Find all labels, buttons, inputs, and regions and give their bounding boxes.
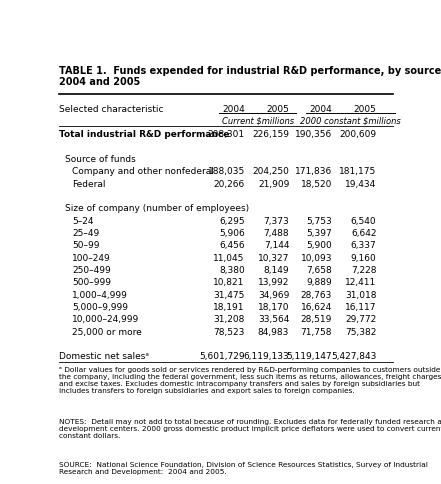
Text: 50–99: 50–99 (72, 241, 100, 250)
Text: 19,434: 19,434 (345, 179, 377, 188)
Text: 12,411: 12,411 (345, 278, 377, 287)
Text: 2004: 2004 (309, 105, 332, 114)
Text: 7,658: 7,658 (306, 265, 332, 274)
Text: 5–24: 5–24 (72, 216, 94, 225)
Text: 31,018: 31,018 (345, 290, 377, 299)
Text: 5,397: 5,397 (306, 228, 332, 238)
Text: 208,301: 208,301 (208, 130, 245, 139)
Text: 6,337: 6,337 (351, 241, 377, 250)
Text: 5,601,729: 5,601,729 (199, 351, 245, 361)
Text: 13,992: 13,992 (258, 278, 289, 287)
Text: 10,821: 10,821 (213, 278, 245, 287)
Text: 6,119,133: 6,119,133 (243, 351, 289, 361)
Text: 188,035: 188,035 (208, 167, 245, 176)
Text: 10,093: 10,093 (300, 253, 332, 262)
Text: 84,983: 84,983 (258, 327, 289, 336)
Text: 8,149: 8,149 (264, 265, 289, 274)
Text: 10,000–24,999: 10,000–24,999 (72, 315, 139, 324)
Text: 1,000–4,999: 1,000–4,999 (72, 290, 128, 299)
Text: 28,519: 28,519 (301, 315, 332, 324)
Text: 31,475: 31,475 (213, 290, 245, 299)
Text: 250–499: 250–499 (72, 265, 111, 274)
Text: 5,753: 5,753 (306, 216, 332, 225)
Text: 2000 constant $millions: 2000 constant $millions (300, 116, 401, 125)
Text: SOURCE:  National Science Foundation, Division of Science Resources Statistics, : SOURCE: National Science Foundation, Div… (59, 461, 427, 474)
Text: 6,456: 6,456 (219, 241, 245, 250)
Text: 5,906: 5,906 (219, 228, 245, 238)
Text: 11,045: 11,045 (213, 253, 245, 262)
Text: Source of funds: Source of funds (65, 155, 136, 164)
Text: 16,624: 16,624 (301, 302, 332, 311)
Text: 6,540: 6,540 (351, 216, 377, 225)
Text: Size of company (number of employees): Size of company (number of employees) (65, 204, 250, 213)
Text: 6,642: 6,642 (351, 228, 377, 238)
Text: 2004: 2004 (222, 105, 245, 114)
Text: 25,000 or more: 25,000 or more (72, 327, 142, 336)
Text: 9,160: 9,160 (351, 253, 377, 262)
Text: Total industrial R&D performance: Total industrial R&D performance (59, 130, 229, 139)
Text: 71,758: 71,758 (300, 327, 332, 336)
Text: 7,144: 7,144 (264, 241, 289, 250)
Text: 2005: 2005 (354, 105, 377, 114)
Text: 34,969: 34,969 (258, 290, 289, 299)
Text: 16,117: 16,117 (345, 302, 377, 311)
Text: 5,000–9,999: 5,000–9,999 (72, 302, 128, 311)
Text: 20,266: 20,266 (213, 179, 245, 188)
Text: NOTES:  Detail may not add to total because of rounding. Excludes data for feder: NOTES: Detail may not add to total becau… (59, 418, 441, 438)
Text: 500–999: 500–999 (72, 278, 111, 287)
Text: 226,159: 226,159 (252, 130, 289, 139)
Text: 7,373: 7,373 (263, 216, 289, 225)
Text: 28,763: 28,763 (301, 290, 332, 299)
Text: 18,170: 18,170 (258, 302, 289, 311)
Text: 6,295: 6,295 (219, 216, 245, 225)
Text: 29,772: 29,772 (345, 315, 377, 324)
Text: 18,520: 18,520 (301, 179, 332, 188)
Text: 10,327: 10,327 (258, 253, 289, 262)
Text: 31,208: 31,208 (213, 315, 245, 324)
Text: Selected characteristic: Selected characteristic (59, 105, 163, 114)
Text: 5,427,843: 5,427,843 (331, 351, 377, 361)
Text: 9,889: 9,889 (306, 278, 332, 287)
Text: 21,909: 21,909 (258, 179, 289, 188)
Text: 2005: 2005 (266, 105, 289, 114)
Text: 78,523: 78,523 (213, 327, 245, 336)
Text: 200,609: 200,609 (339, 130, 377, 139)
Text: 25–49: 25–49 (72, 228, 100, 238)
Text: 100–249: 100–249 (72, 253, 111, 262)
Text: 75,382: 75,382 (345, 327, 377, 336)
Text: Federal: Federal (72, 179, 106, 188)
Text: 204,250: 204,250 (252, 167, 289, 176)
Text: Domestic net salesᵃ: Domestic net salesᵃ (59, 351, 149, 361)
Text: 181,175: 181,175 (339, 167, 377, 176)
Text: 5,900: 5,900 (306, 241, 332, 250)
Text: 18,191: 18,191 (213, 302, 245, 311)
Text: 7,488: 7,488 (264, 228, 289, 238)
Text: TABLE 1.  Funds expended for industrial R&D performance, by source of funds and : TABLE 1. Funds expended for industrial R… (59, 65, 441, 87)
Text: Current $millions: Current $millions (221, 116, 294, 125)
Text: 190,356: 190,356 (295, 130, 332, 139)
Text: Company and other nonfederal: Company and other nonfederal (72, 167, 214, 176)
Text: 7,228: 7,228 (351, 265, 377, 274)
Text: 8,380: 8,380 (219, 265, 245, 274)
Text: 171,836: 171,836 (295, 167, 332, 176)
Text: 33,564: 33,564 (258, 315, 289, 324)
Text: ᵃ Dollar values for goods sold or services rendered by R&D-performing companies : ᵃ Dollar values for goods sold or servic… (59, 366, 441, 393)
Text: 5,119,147: 5,119,147 (286, 351, 332, 361)
